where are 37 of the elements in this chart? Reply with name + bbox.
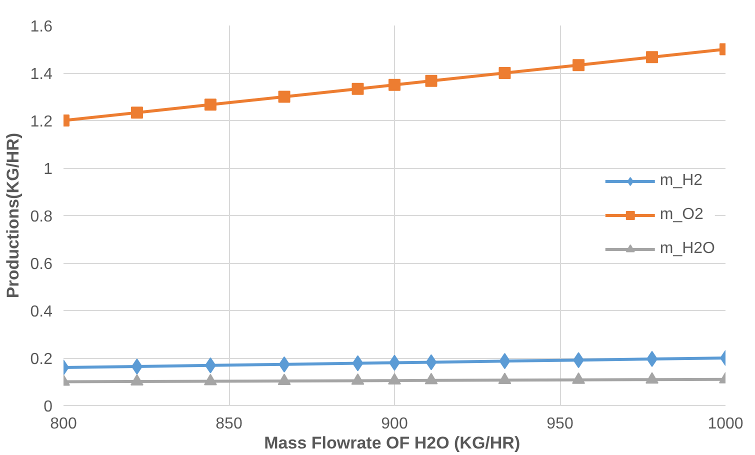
y-tick-label: 0.4 xyxy=(30,304,53,320)
y-tick-label: 0.8 xyxy=(30,208,53,226)
point xyxy=(572,59,585,72)
x-tick-label: 1000 xyxy=(708,416,744,432)
x-tick-label: 950 xyxy=(546,416,574,432)
point xyxy=(425,74,438,87)
point xyxy=(278,374,291,385)
y-tick-label: 1.2 xyxy=(30,114,53,130)
y-axis-title: Productions(KG/HR) xyxy=(3,132,22,298)
point xyxy=(204,374,217,386)
point xyxy=(388,373,401,385)
point xyxy=(572,372,586,384)
y-tick-label: 0.6 xyxy=(30,256,53,273)
x-tick-label: 800 xyxy=(50,416,77,432)
point xyxy=(498,67,511,79)
point xyxy=(278,90,290,103)
x-tick-label: 900 xyxy=(381,416,408,432)
point xyxy=(352,82,364,95)
point xyxy=(204,98,216,111)
point xyxy=(646,372,659,384)
point xyxy=(646,51,658,64)
y-tick-label: 0 xyxy=(44,398,53,416)
point xyxy=(351,373,364,385)
x-tick-label: 850 xyxy=(216,416,242,432)
point xyxy=(130,106,143,119)
x-axis-title: Mass Flowrate OF H2O (KG/HR) xyxy=(264,434,520,452)
point xyxy=(498,372,512,384)
point xyxy=(388,78,400,91)
legend-label: m_H2 xyxy=(660,172,703,190)
y-tick-label: 1.4 xyxy=(30,66,53,83)
y-tick-label: 1 xyxy=(44,161,53,178)
legend-label: m_O2 xyxy=(660,206,704,224)
y-tick-label: 0.2 xyxy=(30,351,53,368)
point xyxy=(130,374,144,386)
y-tick-label: 1.6 xyxy=(30,18,53,36)
legend-label: m_H2O xyxy=(660,240,715,258)
point xyxy=(424,372,438,384)
